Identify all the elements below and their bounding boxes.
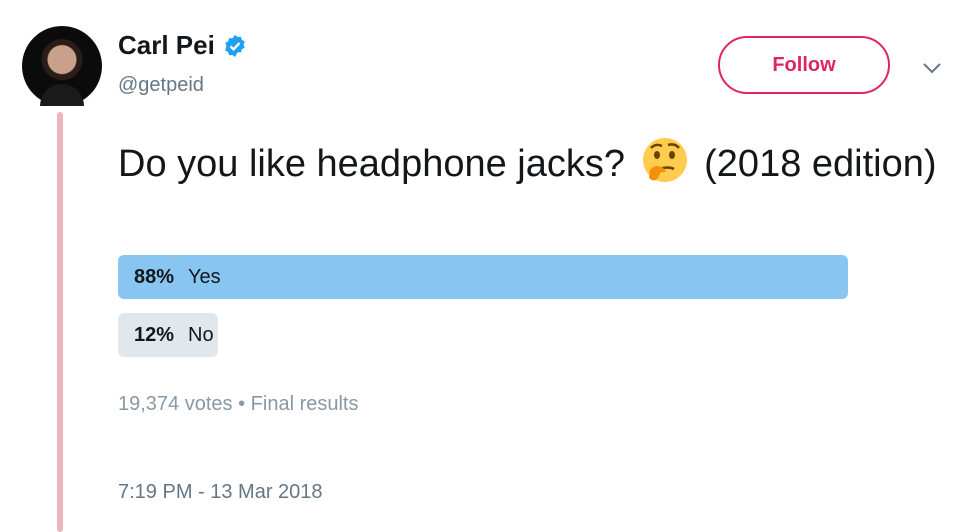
author-name[interactable]: Carl Pei — [118, 30, 215, 60]
author-name-row[interactable]: Carl Pei — [118, 30, 247, 61]
poll-bar-no — [118, 313, 218, 357]
poll-percent: 12% — [134, 324, 175, 346]
poll-percent: 88% — [134, 266, 175, 288]
separator: • — [238, 393, 246, 415]
verified-badge-icon — [225, 34, 245, 57]
poll-label: No — [188, 324, 214, 346]
tweet-text-part: (2018 edition) — [704, 143, 937, 185]
poll-status: Final results — [250, 393, 359, 415]
poll-bar-yes — [118, 255, 849, 299]
poll-option-no: 12% No — [118, 313, 948, 357]
author-handle[interactable]: @getpeid — [118, 74, 204, 96]
poll-label: Yes — [188, 266, 221, 288]
thinking-face-icon — [642, 138, 687, 182]
tweet-text-part: Do you like headphone jacks? — [118, 143, 626, 185]
follow-button[interactable]: Follow — [718, 36, 890, 94]
thread-line — [57, 112, 63, 532]
timestamp[interactable]: 7:19 PM - 13 Mar 2018 — [118, 481, 323, 503]
vote-count: 19,374 votes — [118, 393, 233, 415]
poll-meta: 19,374 votes • Final results — [118, 393, 358, 416]
tweet-text: Do you like headphone jacks? (2018 editi… — [118, 136, 948, 191]
avatar[interactable] — [22, 26, 102, 106]
chevron-down-icon[interactable] — [920, 58, 944, 78]
poll-option-yes: 88% Yes — [118, 255, 948, 299]
